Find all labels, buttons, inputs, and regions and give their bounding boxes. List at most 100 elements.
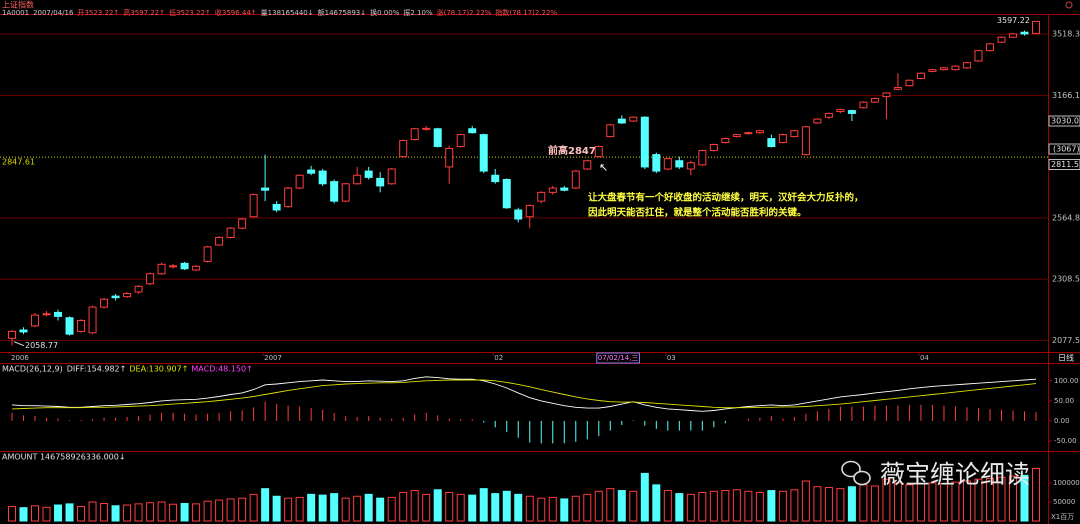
reference-label: 2847.61	[2, 158, 35, 167]
candle-body	[698, 150, 707, 166]
y-tick-label: 50000	[1053, 498, 1075, 506]
candle-body	[88, 306, 97, 334]
volume-bar	[525, 495, 534, 522]
x-tick-label: 07/02/14,三	[598, 354, 639, 362]
volume-title: AMOUNT 146758926336.000↓	[2, 453, 126, 462]
candle-body	[1020, 31, 1029, 35]
candle-body	[272, 203, 281, 211]
candle-body	[629, 116, 638, 122]
candle-body	[502, 179, 511, 209]
volume-bar	[422, 493, 431, 522]
info-item: 额14675893↓	[318, 8, 367, 17]
volume-bar	[42, 506, 51, 522]
volume-bar	[88, 501, 97, 522]
volume-bar	[215, 499, 224, 522]
volume-bar	[77, 506, 86, 522]
candle-body	[192, 265, 201, 271]
volume-bar	[617, 490, 626, 522]
wechat-icon	[841, 460, 861, 478]
volume-bar	[755, 491, 764, 522]
candle-body	[951, 65, 960, 71]
volume-bar	[146, 502, 155, 522]
volume-bar	[8, 506, 16, 522]
candle-body	[916, 72, 925, 79]
candle-body	[778, 134, 787, 144]
candle-body	[1008, 33, 1017, 38]
volume-bar	[502, 490, 511, 522]
candle-body	[54, 311, 63, 317]
candle-body	[261, 187, 270, 191]
volume-bar	[928, 482, 937, 522]
candle-body	[686, 162, 695, 170]
candle-body	[318, 170, 327, 185]
candle-body	[146, 273, 155, 285]
candle-body	[675, 160, 684, 168]
volume-bar	[330, 493, 339, 522]
volume-bar	[456, 493, 465, 522]
volume-bar	[445, 491, 454, 522]
annotation: 让大盘春节有一个好收盘的活动继续，明天，汉奸会大力反扑的，	[588, 192, 864, 204]
candle-body	[42, 313, 51, 316]
macd-readout: DEA:130.907↑	[129, 365, 188, 374]
marker-box	[1048, 115, 1080, 127]
y-tick-label: 0.00	[1054, 417, 1070, 425]
candle-body	[157, 263, 166, 275]
candle-body	[755, 130, 764, 134]
low-arrow	[13, 341, 25, 347]
volume-bar	[606, 488, 615, 522]
info-item: 量138165440↓	[261, 9, 314, 17]
volume-bar	[548, 496, 557, 522]
macd-readout: MACD:48.150↑	[191, 365, 252, 374]
candle-body	[203, 246, 212, 262]
volume-bar	[801, 480, 810, 522]
candle-body	[364, 170, 373, 178]
candle-body	[353, 174, 362, 185]
volume-bar	[157, 501, 166, 522]
volume-bar	[640, 472, 649, 522]
volume-bar	[238, 497, 247, 522]
volume-bar	[433, 489, 442, 522]
candle-body	[295, 174, 304, 189]
volume-bar	[249, 493, 258, 522]
candle-body	[744, 132, 753, 135]
volume-bar	[939, 483, 948, 522]
candle-body	[997, 36, 1006, 43]
y-tick-label: 2308.5	[1052, 275, 1080, 284]
info-bar: 1A0001 2007/04/16 开3523.22↑ 高3597.22↑ 低3523.…	[2, 8, 557, 17]
candle-body	[399, 140, 408, 158]
candle-body	[537, 191, 546, 202]
volume-bar	[31, 505, 40, 522]
candle-body	[215, 236, 224, 246]
candle-body	[376, 177, 385, 187]
volume-bar	[1020, 474, 1029, 522]
volume-bar	[813, 486, 822, 522]
candle-body	[491, 174, 500, 183]
volume-bar	[376, 497, 385, 522]
candle-body	[456, 134, 465, 148]
candle-body	[468, 128, 477, 134]
volume-bar	[847, 486, 856, 522]
info-item: 1A0001	[2, 9, 29, 17]
candle-body	[422, 127, 431, 130]
candle-body	[77, 319, 86, 332]
volume-bar	[859, 484, 868, 522]
volume-bar	[974, 478, 983, 522]
volume-bar	[284, 497, 293, 522]
watermark-text: 薇宝缠论细读	[880, 460, 1030, 489]
candle-body	[594, 146, 603, 158]
candle-body	[836, 109, 845, 113]
candle-body	[134, 285, 143, 293]
candle-body	[640, 116, 649, 168]
volume-bar	[916, 483, 925, 522]
candle-body	[974, 50, 983, 62]
volume-bar	[951, 481, 960, 522]
candle-body	[65, 317, 74, 335]
candle-body	[410, 128, 419, 141]
low-label: 2058.77	[25, 341, 58, 350]
candle-body	[870, 97, 879, 103]
unit-label: X1百万	[1051, 513, 1074, 521]
candle-body	[249, 194, 258, 218]
cursor: ↖	[599, 161, 608, 174]
candle-body	[606, 124, 615, 138]
